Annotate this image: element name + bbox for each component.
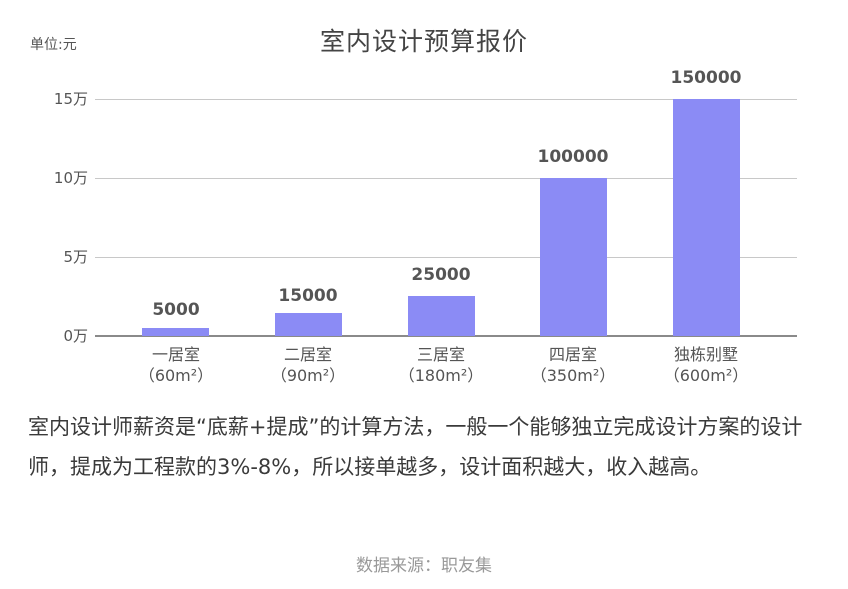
x-label-name: 一居室 [151, 345, 200, 364]
gridline-15w [95, 99, 797, 100]
y-tick-10w: 10万 [53, 169, 88, 187]
x-label: 一居室 （60m²） [106, 344, 246, 386]
y-tick-5w: 5万 [63, 248, 88, 266]
bar-villa [673, 99, 740, 336]
x-label-name: 三居室 [416, 345, 465, 364]
x-label-area: （90m²） [270, 366, 346, 385]
gridline-5w [95, 257, 797, 258]
y-tick-0w: 0万 [63, 327, 88, 345]
bar-value-label: 5000 [152, 300, 200, 320]
bar-value-label: 15000 [278, 286, 338, 306]
x-axis-baseline [95, 335, 797, 337]
bar-one-bedroom [142, 328, 209, 336]
x-label-area: （180m²） [398, 366, 484, 385]
description-paragraph: 室内设计师薪资是“底薪+提成”的计算方法，一般一个能够独立完成设计方案的设计师，… [28, 415, 803, 479]
unit-label: 单位:元 [30, 37, 77, 53]
bar-chart: 单位:元 室内设计预算报价 15万 10万 5万 0万 5000 一居室 （60… [30, 27, 797, 386]
x-label-area: （350m²） [530, 366, 616, 385]
x-label: 二居室 （90m²） [238, 344, 378, 386]
gridline-10w [95, 178, 797, 179]
y-tick-15w: 15万 [53, 90, 88, 108]
data-source: 数据来源：职友集 [356, 556, 492, 576]
x-label-name: 四居室 [548, 345, 597, 364]
bar-value-label: 150000 [670, 68, 742, 88]
bar-two-bedroom [275, 313, 342, 336]
x-label-area: （600m²） [663, 366, 749, 385]
bar-value-label: 25000 [411, 265, 471, 285]
bar-three-bedroom [408, 296, 475, 336]
x-label: 三居室 （180m²） [371, 344, 511, 386]
x-label-name: 独栋别墅 [673, 345, 738, 364]
x-label: 四居室 （350m²） [503, 344, 643, 386]
bar-four-bedroom [540, 178, 607, 336]
x-label-name: 二居室 [283, 345, 332, 364]
chart-title: 室内设计预算报价 [319, 27, 528, 56]
x-label: 独栋别墅 （600m²） [636, 344, 776, 386]
x-label-area: （60m²） [138, 366, 214, 385]
bar-value-label: 100000 [537, 147, 609, 167]
